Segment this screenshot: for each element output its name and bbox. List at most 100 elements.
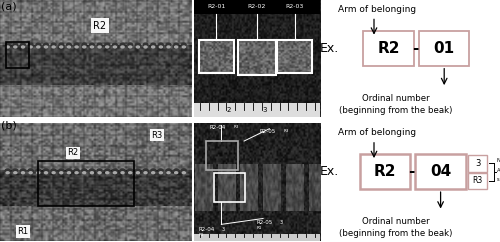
Circle shape — [112, 169, 117, 172]
Text: (b): (b) — [2, 121, 17, 131]
Circle shape — [90, 46, 94, 48]
Text: 3: 3 — [475, 159, 480, 168]
Circle shape — [143, 169, 148, 172]
Circle shape — [90, 172, 94, 174]
Circle shape — [160, 46, 162, 48]
Circle shape — [182, 43, 186, 46]
Text: -: - — [408, 164, 415, 179]
Circle shape — [60, 172, 63, 174]
Circle shape — [66, 43, 71, 46]
Text: R2: R2 — [377, 41, 400, 56]
Circle shape — [75, 172, 78, 174]
Circle shape — [167, 46, 170, 48]
Text: Ex.: Ex. — [320, 165, 339, 178]
Text: R2-01: R2-01 — [207, 4, 226, 8]
Text: R1: R1 — [18, 227, 28, 236]
Text: R3: R3 — [234, 125, 239, 129]
Circle shape — [68, 172, 70, 174]
Text: R3: R3 — [152, 131, 162, 140]
Circle shape — [44, 172, 48, 174]
Text: sucker points: sucker points — [498, 177, 500, 182]
Circle shape — [29, 172, 32, 174]
Bar — [468, 155, 487, 172]
Text: Arm of belonging: Arm of belonging — [338, 5, 416, 14]
Bar — [419, 30, 470, 66]
Circle shape — [144, 172, 147, 174]
Text: Number of single-suckers: Number of single-suckers — [498, 159, 500, 164]
Circle shape — [160, 172, 162, 174]
Circle shape — [120, 43, 125, 46]
Circle shape — [151, 169, 156, 172]
Bar — [416, 154, 466, 189]
Circle shape — [144, 46, 147, 48]
Circle shape — [6, 172, 9, 174]
Bar — [194, 234, 320, 241]
Text: 3: 3 — [262, 107, 266, 113]
Circle shape — [136, 169, 140, 172]
Circle shape — [66, 169, 71, 172]
Circle shape — [68, 46, 70, 48]
Circle shape — [98, 43, 102, 46]
Circle shape — [6, 169, 10, 172]
Circle shape — [98, 169, 102, 172]
Text: R3: R3 — [284, 129, 289, 133]
Circle shape — [82, 169, 86, 172]
Circle shape — [166, 43, 171, 46]
Circle shape — [106, 172, 109, 174]
Circle shape — [114, 46, 116, 48]
Circle shape — [151, 43, 156, 46]
Circle shape — [13, 43, 18, 46]
Circle shape — [136, 172, 140, 174]
Text: R2-04: R2-04 — [198, 227, 215, 232]
Circle shape — [174, 46, 178, 48]
Circle shape — [14, 46, 17, 48]
Circle shape — [74, 169, 79, 172]
Circle shape — [37, 46, 40, 48]
Circle shape — [182, 172, 186, 174]
Circle shape — [14, 172, 17, 174]
Circle shape — [75, 46, 78, 48]
Circle shape — [52, 43, 56, 46]
Circle shape — [182, 46, 186, 48]
Circle shape — [60, 46, 63, 48]
Text: 2: 2 — [226, 107, 231, 113]
Text: Adjacent arm toward which: Adjacent arm toward which — [498, 168, 500, 173]
Circle shape — [120, 169, 125, 172]
Text: 01: 01 — [434, 41, 455, 56]
Circle shape — [74, 43, 79, 46]
Circle shape — [121, 172, 124, 174]
Bar — [238, 40, 276, 75]
Bar — [6, 42, 28, 68]
Circle shape — [128, 172, 132, 174]
Text: R2-03: R2-03 — [286, 4, 304, 8]
Circle shape — [6, 43, 10, 46]
Circle shape — [90, 169, 94, 172]
Circle shape — [52, 169, 56, 172]
Circle shape — [90, 43, 94, 46]
Circle shape — [22, 172, 25, 174]
Bar — [214, 173, 246, 202]
Bar — [38, 161, 134, 206]
Circle shape — [128, 43, 132, 46]
Circle shape — [82, 46, 86, 48]
Circle shape — [44, 46, 48, 48]
Circle shape — [106, 46, 109, 48]
Circle shape — [59, 169, 64, 172]
Text: R2: R2 — [374, 164, 396, 179]
Circle shape — [29, 46, 32, 48]
Circle shape — [143, 43, 148, 46]
Circle shape — [52, 172, 55, 174]
Circle shape — [28, 43, 33, 46]
Text: R2-05: R2-05 — [257, 220, 273, 225]
Bar — [277, 40, 312, 73]
Circle shape — [98, 172, 101, 174]
Circle shape — [20, 169, 25, 172]
Circle shape — [136, 46, 140, 48]
Circle shape — [136, 43, 140, 46]
Bar — [468, 173, 487, 189]
Bar — [194, 0, 320, 14]
Text: 3: 3 — [222, 227, 224, 232]
Circle shape — [158, 43, 163, 46]
Circle shape — [152, 46, 154, 48]
Circle shape — [82, 43, 86, 46]
